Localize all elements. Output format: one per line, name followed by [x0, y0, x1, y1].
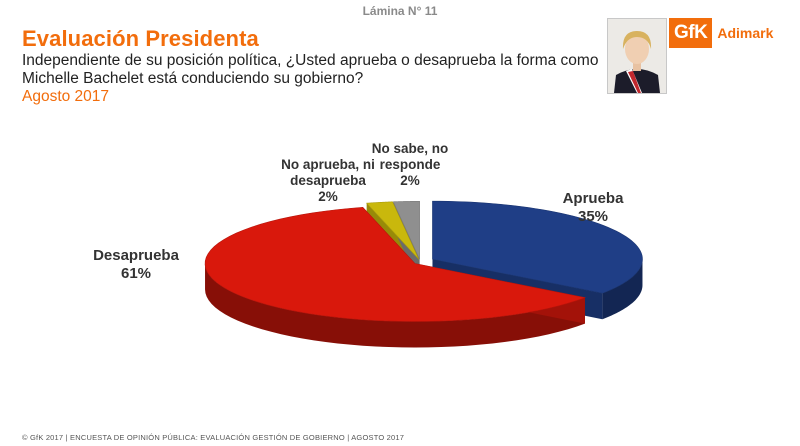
pie-top-layer: [204, 200, 643, 322]
label-neutral: No aprueba, ni desaprueba 2%: [268, 157, 388, 205]
brand-logo: GfK Adimark: [669, 18, 787, 48]
slice-top-no-2: [366, 201, 420, 260]
slide-number: Lámina N° 11: [362, 4, 438, 18]
slice-top-aprueba-0: [432, 200, 643, 294]
label-aprueba-name: Aprueba: [562, 190, 624, 207]
label-desaprueba-name: Desaprueba: [93, 247, 179, 264]
label-nosabe: No sabe, no responde 2%: [362, 141, 458, 189]
label-desaprueba-value: 61%: [120, 265, 152, 282]
slice-side-desaprueba-1: [205, 263, 585, 348]
label-aprueba-value: 35%: [577, 208, 609, 225]
footer-note: © GfK 2017 | ENCUESTA DE OPINIÓN PÚBLICA…: [22, 433, 405, 442]
slice-top-no-3: [392, 201, 420, 260]
label-nosabe-value: 2%: [400, 173, 420, 188]
slice-top-desaprueba-1: [204, 207, 587, 322]
label-nosabe-name: No sabe, no responde: [371, 141, 449, 172]
survey-question: Independiente de su posición política, ¿…: [22, 52, 599, 87]
label-neutral-value: 2%: [318, 189, 338, 204]
president-portrait: [607, 18, 667, 94]
slice-side-aprueba-0: [602, 259, 643, 320]
label-neutral-name: No aprueba, ni desaprueba: [281, 157, 375, 188]
survey-date: Agosto 2017: [22, 88, 110, 105]
adimark-logo-text: Adimark: [717, 25, 774, 41]
page-title: Evaluación Presidenta: [22, 26, 259, 51]
label-aprueba: Aprueba 35%: [538, 190, 648, 226]
gfk-logo-mark: GfK: [669, 18, 713, 48]
label-desaprueba: Desaprueba 61%: [76, 247, 196, 283]
